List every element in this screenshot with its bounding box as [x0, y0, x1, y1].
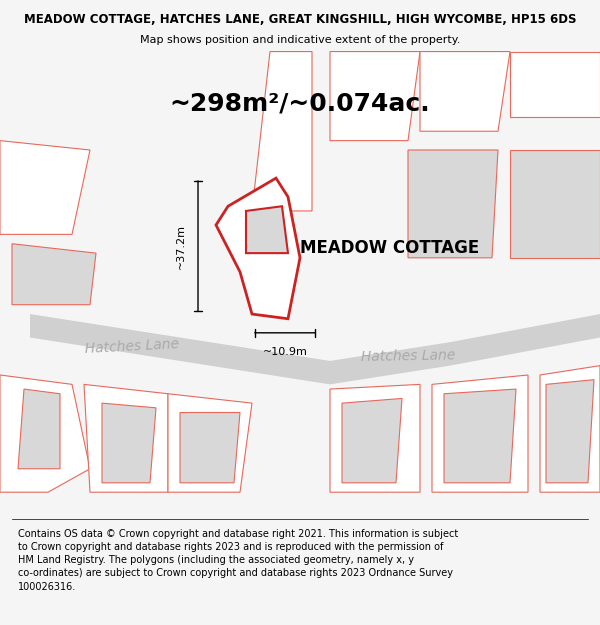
Text: Hatches Lane: Hatches Lane [361, 348, 455, 364]
Text: ~298m²/~0.074ac.: ~298m²/~0.074ac. [170, 91, 430, 115]
Polygon shape [216, 178, 300, 319]
Polygon shape [30, 314, 600, 384]
Polygon shape [540, 366, 600, 493]
Text: MEADOW COTTAGE, HATCHES LANE, GREAT KINGSHILL, HIGH WYCOMBE, HP15 6DS: MEADOW COTTAGE, HATCHES LANE, GREAT KING… [24, 13, 576, 26]
Polygon shape [510, 150, 600, 258]
Text: MEADOW COTTAGE: MEADOW COTTAGE [301, 239, 479, 258]
Text: Contains OS data © Crown copyright and database right 2021. This information is : Contains OS data © Crown copyright and d… [18, 529, 458, 591]
Polygon shape [0, 141, 90, 234]
Polygon shape [330, 51, 420, 141]
Polygon shape [180, 412, 240, 482]
Polygon shape [342, 399, 402, 482]
Text: Hatches Lane: Hatches Lane [85, 338, 179, 356]
Text: ~10.9m: ~10.9m [263, 347, 307, 357]
Polygon shape [168, 394, 252, 492]
Polygon shape [444, 389, 516, 482]
Polygon shape [102, 403, 156, 482]
Polygon shape [18, 389, 60, 469]
Text: Map shows position and indicative extent of the property.: Map shows position and indicative extent… [140, 35, 460, 45]
Polygon shape [420, 51, 510, 131]
Polygon shape [84, 384, 168, 492]
Polygon shape [252, 51, 312, 211]
Polygon shape [510, 51, 600, 118]
Polygon shape [546, 379, 594, 482]
Polygon shape [330, 384, 420, 492]
Polygon shape [246, 206, 288, 253]
Polygon shape [408, 150, 498, 258]
Polygon shape [0, 375, 90, 492]
Polygon shape [12, 244, 96, 304]
Text: ~37.2m: ~37.2m [176, 224, 186, 269]
Polygon shape [432, 375, 528, 492]
